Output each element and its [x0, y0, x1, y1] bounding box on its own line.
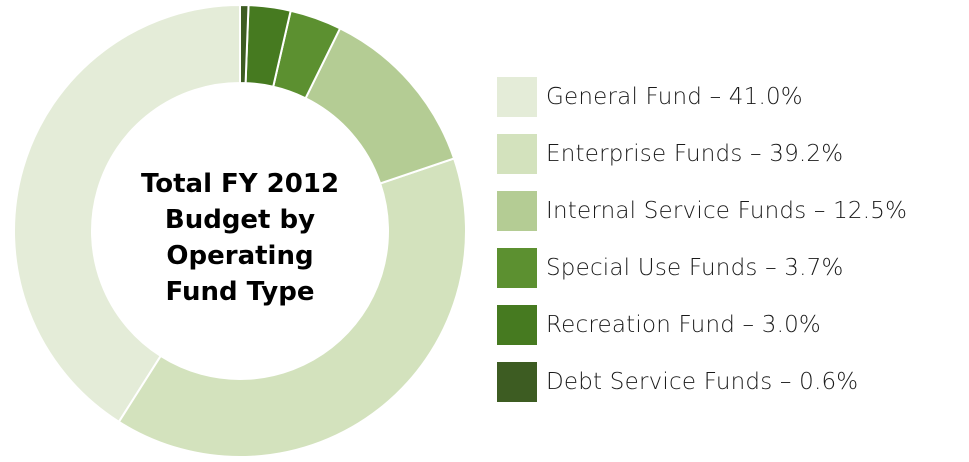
- legend-label: Special Use Funds – 3.7%: [546, 255, 844, 281]
- legend-label: Recreation Fund – 3.0%: [546, 312, 821, 338]
- pie-slice-debt-service-funds: [239, 3, 250, 85]
- legend-swatch: [497, 248, 537, 288]
- legend-label: Debt Service Funds – 0.6%: [546, 369, 859, 395]
- legend-item-debt-service-funds: Debt Service Funds – 0.6%: [497, 362, 907, 402]
- pie-slice-general-fund: [13, 3, 241, 424]
- legend-item-general-fund: General Fund – 41.0%: [497, 77, 907, 117]
- chart-title-line-2: Budget by: [164, 205, 316, 235]
- legend-item-enterprise-funds: Enterprise Funds – 39.2%: [497, 134, 907, 174]
- legend-swatch: [497, 191, 537, 231]
- chart-title-line-3: Operating: [166, 241, 314, 271]
- legend-swatch: [497, 134, 537, 174]
- legend-swatch: [497, 362, 537, 402]
- legend-item-internal-service-funds: Internal Service Funds – 12.5%: [497, 191, 907, 231]
- legend-swatch: [497, 77, 537, 117]
- chart-title-line-4: Fund Type: [165, 277, 315, 307]
- legend-item-special-use-funds: Special Use Funds – 3.7%: [497, 248, 907, 288]
- legend-label: Enterprise Funds – 39.2%: [546, 141, 844, 167]
- legend-label: General Fund – 41.0%: [546, 84, 803, 110]
- chart-legend: General Fund – 41.0% Enterprise Funds – …: [497, 77, 907, 419]
- chart-title: Total FY 2012 Budget by Operating Fund T…: [120, 166, 360, 310]
- legend-item-recreation-fund: Recreation Fund – 3.0%: [497, 305, 907, 345]
- donut-chart: [13, 3, 467, 458]
- chart-title-line-1: Total FY 2012: [140, 169, 340, 199]
- legend-label: Internal Service Funds – 12.5%: [546, 198, 908, 224]
- pie-slice-enterprise-funds: [117, 157, 467, 458]
- legend-swatch: [497, 305, 537, 345]
